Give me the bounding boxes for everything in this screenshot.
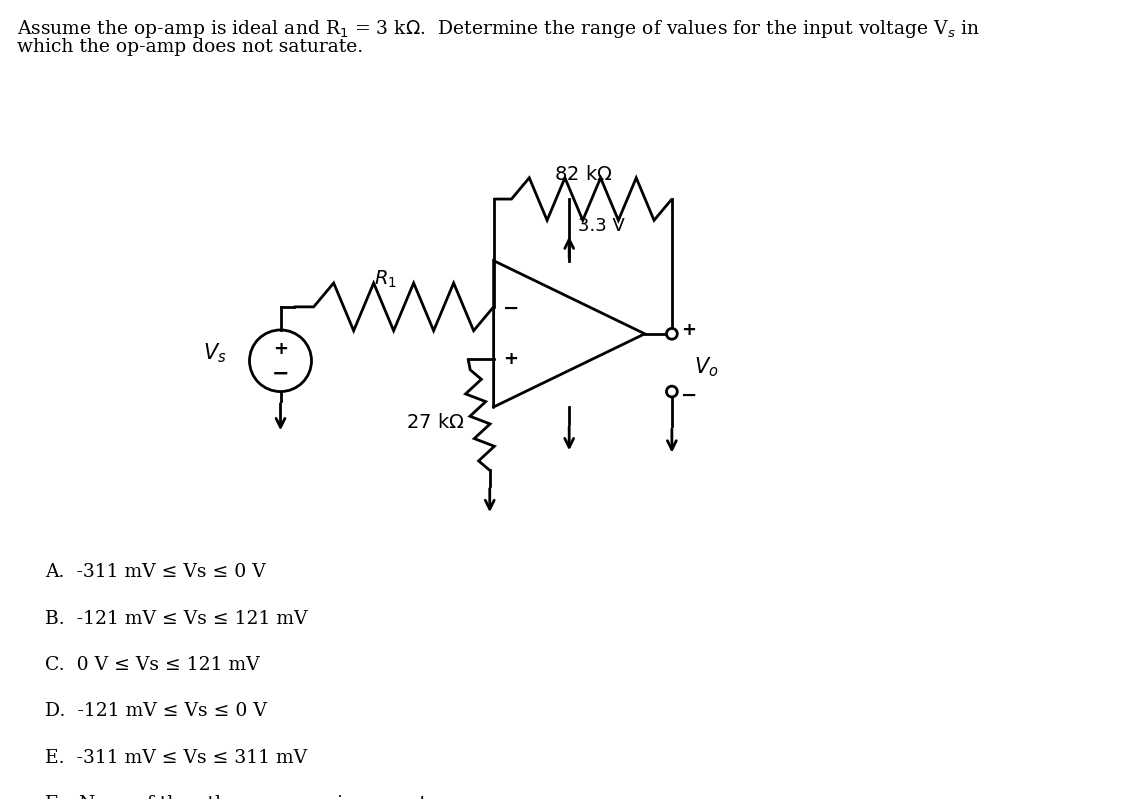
- Text: +: +: [681, 321, 696, 339]
- Text: 27 k$\Omega$: 27 k$\Omega$: [406, 413, 465, 431]
- Text: A.  -311 mV ≤ Vs ≤ 0 V: A. -311 mV ≤ Vs ≤ 0 V: [45, 563, 266, 582]
- Text: B.  -121 mV ≤ Vs ≤ 121 mV: B. -121 mV ≤ Vs ≤ 121 mV: [45, 610, 308, 628]
- Text: D.  -121 mV ≤ Vs ≤ 0 V: D. -121 mV ≤ Vs ≤ 0 V: [45, 702, 267, 721]
- Text: $V_s$: $V_s$: [203, 341, 227, 365]
- Text: +: +: [503, 350, 518, 368]
- Text: 3.3 V: 3.3 V: [579, 217, 625, 235]
- Circle shape: [667, 386, 677, 397]
- Circle shape: [667, 328, 677, 340]
- Text: −: −: [502, 299, 519, 318]
- Text: $V_o$: $V_o$: [695, 356, 719, 379]
- Text: E.  -311 mV ≤ Vs ≤ 311 mV: E. -311 mV ≤ Vs ≤ 311 mV: [45, 749, 307, 767]
- Text: Assume the op-amp is ideal and R$_1$ = 3 k$\Omega$.  Determine the range of valu: Assume the op-amp is ideal and R$_1$ = 3…: [17, 18, 980, 40]
- Text: which the op-amp does not saturate.: which the op-amp does not saturate.: [17, 38, 363, 57]
- Text: 82 k$\Omega$: 82 k$\Omega$: [554, 165, 613, 184]
- Text: +: +: [273, 340, 288, 358]
- Text: $R_1$: $R_1$: [374, 268, 397, 290]
- Text: −: −: [272, 364, 289, 384]
- Text: −: −: [681, 386, 697, 405]
- Text: F.   None of the other answers is correct.: F. None of the other answers is correct.: [45, 795, 433, 799]
- Text: C.  0 V ≤ Vs ≤ 121 mV: C. 0 V ≤ Vs ≤ 121 mV: [45, 656, 259, 674]
